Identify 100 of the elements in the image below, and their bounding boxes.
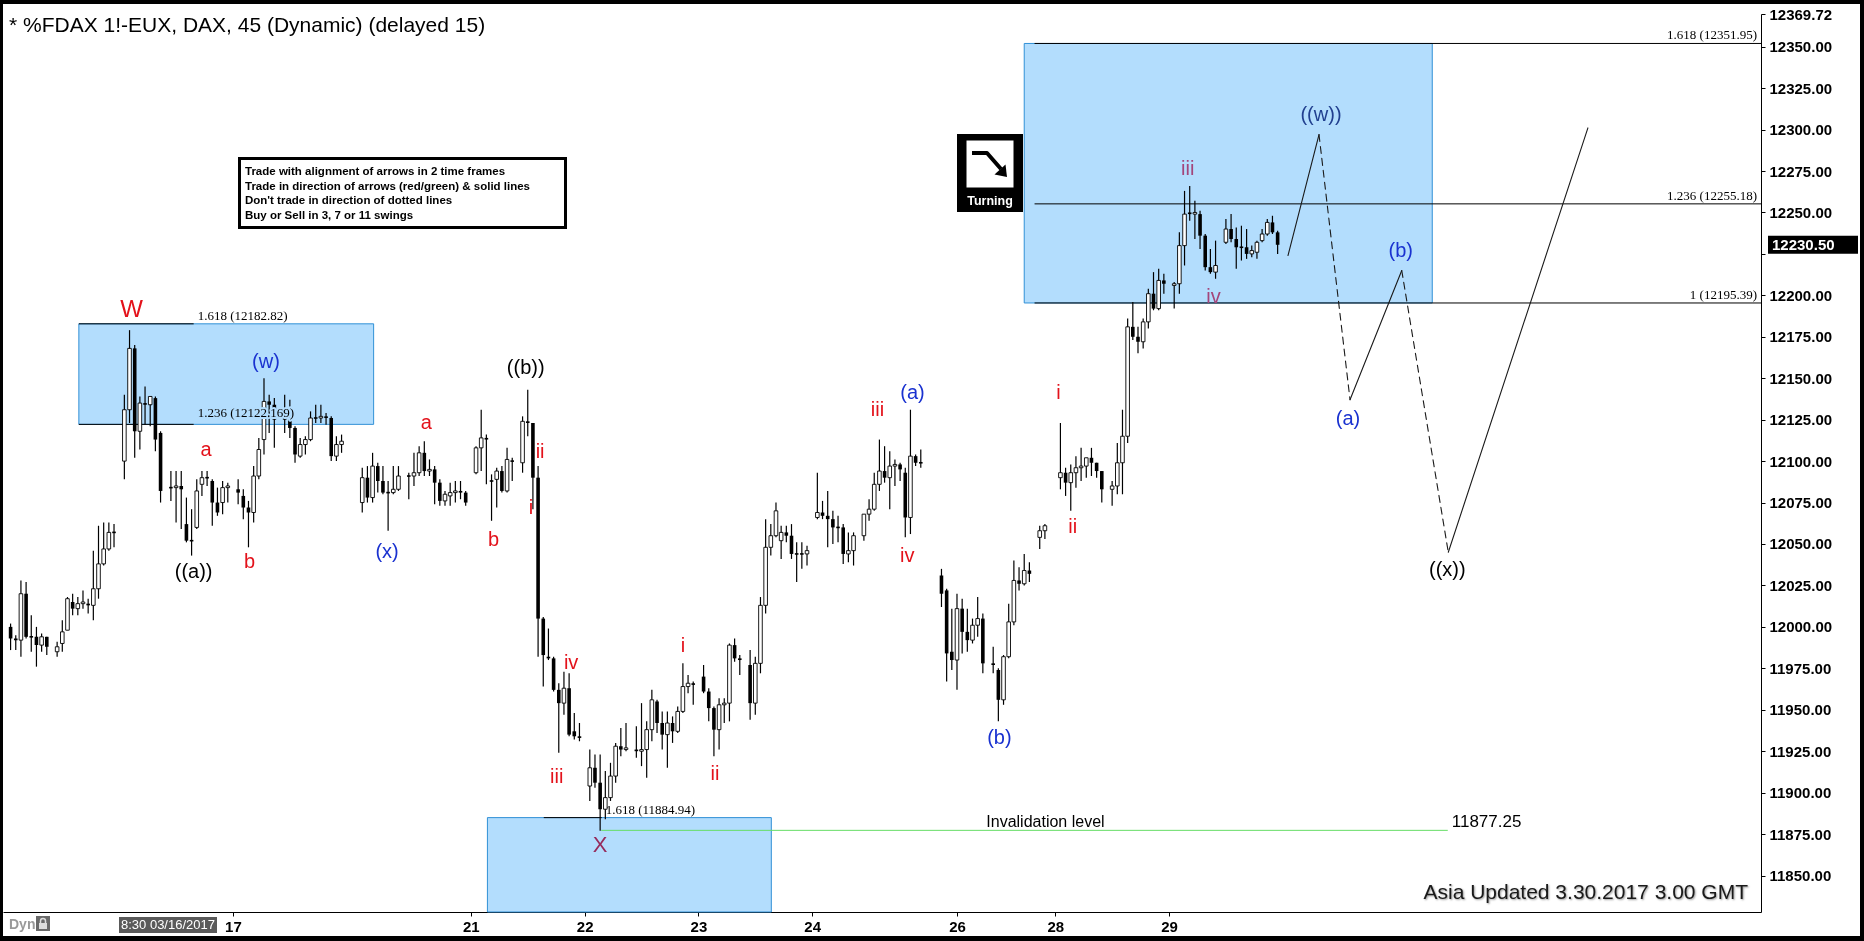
candlestick xyxy=(60,619,65,653)
annotation: Trade in direction of arrows (red/green) & solid lines xyxy=(245,178,531,193)
x-tick-label: 22 xyxy=(576,917,594,935)
annotation: b xyxy=(487,527,500,550)
candlestick xyxy=(199,470,205,497)
annotation: ((b)) xyxy=(506,355,545,378)
x-tick-label: 24 xyxy=(804,917,822,935)
annotation: i xyxy=(528,496,534,519)
annotation: iv xyxy=(563,651,579,674)
candlestick xyxy=(706,687,711,722)
annotation: 11877.25 xyxy=(1451,812,1522,832)
candlestick xyxy=(737,654,742,676)
x-tick-label: 28 xyxy=(1047,917,1065,935)
chart-title: * %FDAX 1!-EUX, DAX, 45 (Dynamic) (delayed 15) xyxy=(9,13,486,37)
y-tick-label: 12175.00 xyxy=(1769,328,1833,346)
text: 12230.50 xyxy=(1772,235,1835,253)
candlestick xyxy=(210,478,215,527)
candlestick xyxy=(794,541,799,583)
annotation: iii xyxy=(550,764,564,787)
candlestick xyxy=(1021,553,1027,587)
ref-line-label: 1 (12195.39) xyxy=(1689,286,1757,302)
y-tick-label: 12125.00 xyxy=(1769,411,1833,429)
y-tick-label: 12000.00 xyxy=(1769,618,1833,636)
annotation: i xyxy=(1056,380,1061,403)
annotation: ((a)) xyxy=(174,559,213,582)
y-tick-label: 12200.00 xyxy=(1769,286,1833,304)
y-tick-label: 12050.00 xyxy=(1769,535,1833,553)
annotation: Don't trade in direction of dotted lines xyxy=(245,193,454,208)
candlestick xyxy=(887,450,893,510)
annotation: Trade with alignment of arrows in 2 time frames xyxy=(245,164,507,179)
annotation: (a) xyxy=(900,380,925,403)
candlestick xyxy=(918,448,923,469)
candlestick xyxy=(318,404,324,424)
candlestick xyxy=(1223,218,1229,245)
ref-line-label: 1.618 (11884.94) xyxy=(605,801,696,817)
y-tick-label: 12300.00 xyxy=(1769,121,1833,139)
candlestick xyxy=(587,748,593,802)
x-tick-label: 17 xyxy=(225,917,242,935)
annotation: Turning xyxy=(966,194,1014,209)
annotation: ii xyxy=(1068,515,1078,538)
x-tick-label: 29 xyxy=(1161,917,1178,935)
annotation: iii xyxy=(1181,156,1195,179)
candlestick xyxy=(75,596,81,616)
candlestick xyxy=(1068,463,1074,512)
annotation: iv xyxy=(1206,285,1221,308)
annotation: ii xyxy=(535,440,545,463)
x-tick-label: 21 xyxy=(463,917,480,935)
annotation: iv xyxy=(900,544,915,567)
candlestick xyxy=(478,409,484,472)
y-tick-label: 12150.00 xyxy=(1769,369,1833,387)
ref-line-label: 1.618 (12351.95) xyxy=(1667,27,1757,43)
annotation: iii xyxy=(870,397,885,420)
annotation: (b) xyxy=(987,726,1012,749)
y-tick-label: 12025.00 xyxy=(1769,576,1833,594)
annotation: (x) xyxy=(375,539,399,562)
text: 8:30 03/16/2017 xyxy=(119,917,217,933)
annotation: Buy or Sell in 3, 7 or 11 swings xyxy=(245,207,415,222)
sign-panel: Turning xyxy=(957,134,1023,212)
annotation: Asia Updated 3.30.2017 3.00 GMT xyxy=(1423,880,1748,904)
annotation: ((w)) xyxy=(1300,102,1342,125)
annotation: W xyxy=(120,295,144,323)
candlestick xyxy=(623,722,629,752)
candlestick xyxy=(1099,470,1104,504)
candlestick xyxy=(1239,225,1244,262)
y-tick-label: 11925.00 xyxy=(1769,742,1832,760)
candlestick xyxy=(416,445,422,477)
candlestick xyxy=(1058,422,1063,490)
y-tick-label: 11875.00 xyxy=(1769,825,1832,843)
y-tick-label: 11950.00 xyxy=(1769,701,1832,719)
candlestick xyxy=(991,646,995,674)
annotation: (b) xyxy=(1388,239,1413,262)
annotation: ii xyxy=(710,762,720,785)
annotation: (w) xyxy=(252,350,280,373)
x-tick-label: 23 xyxy=(690,917,708,935)
annotation: i xyxy=(680,634,686,657)
y-tick-label: 12100.00 xyxy=(1769,452,1833,470)
y-tick-label: 12369.72 xyxy=(1769,5,1833,23)
candlestick xyxy=(831,510,835,545)
y-tick-label: 11975.00 xyxy=(1769,659,1832,677)
annotation: X xyxy=(592,831,608,857)
annotation: a xyxy=(420,411,433,434)
ref-line-label: 1.236 (12255.18) xyxy=(1667,187,1757,203)
y-tick-label: 12350.00 xyxy=(1769,38,1833,56)
y-tick-label: 11900.00 xyxy=(1769,784,1832,802)
x-tick-label: 26 xyxy=(949,917,966,935)
candlestick xyxy=(815,472,820,520)
annotation: ((x)) xyxy=(1428,557,1466,580)
ref-line-label: 1.618 (12182.82) xyxy=(197,307,288,323)
candlestick xyxy=(54,641,60,658)
y-tick-label: 12275.00 xyxy=(1769,162,1833,180)
candlestick xyxy=(236,478,240,505)
candlestick xyxy=(577,722,582,742)
y-tick-label: 12075.00 xyxy=(1769,494,1833,512)
ref-line-label: Invalidation level xyxy=(986,813,1105,831)
annotation: (a) xyxy=(1335,406,1361,429)
candlestick xyxy=(173,470,179,524)
candlestick xyxy=(1213,240,1218,280)
annotation: b xyxy=(243,550,256,573)
y-tick-label: 11850.00 xyxy=(1769,867,1832,885)
candlestick xyxy=(1234,226,1239,270)
